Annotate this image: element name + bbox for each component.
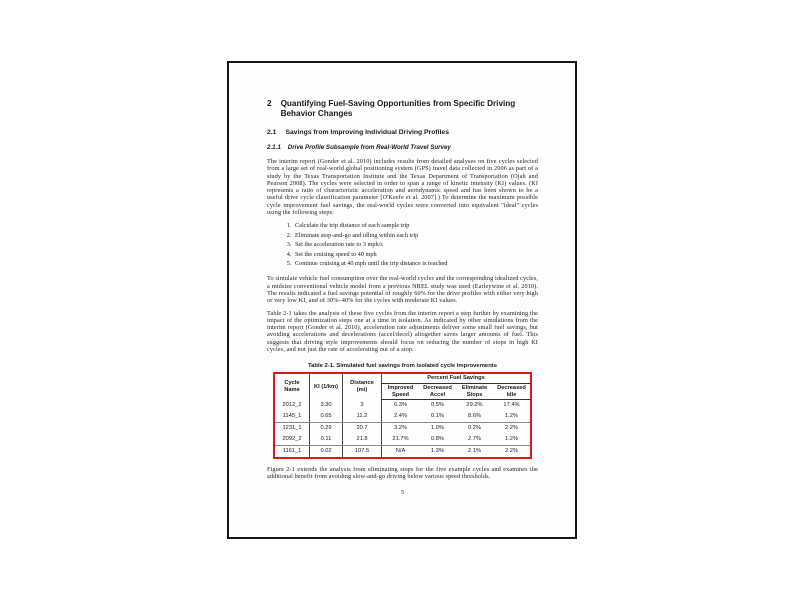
subsubsection-title: Drive Profile Subsample from Real-World … [287,144,451,151]
cell-cycle: 2092_2 [274,434,310,447]
cell-eliminate-stops: 29.2% [466,402,483,409]
ideal-cycle-steps-list: Calculate the trip distance of each samp… [267,221,538,268]
paragraph-simulation: To simulate vehicle fuel consumption ove… [267,275,538,305]
subsubsection-heading: 2.1.1 Drive Profile Subsample from Real-… [267,144,538,152]
paragraph-table-discussion: Table 2-1 takes the analysis of these fi… [267,309,538,354]
section-title: Quantifying Fuel-Saving Opportunities fr… [280,99,516,118]
list-item: Eliminate stop-and-go and idling within … [293,231,538,240]
cell-eliminate-stops: 2.1% [468,448,481,455]
cell-eliminate-stops: 8.6% [456,411,493,424]
col-header-ki: KI (1/km) [309,373,343,400]
table-header: Cycle Name KI (1/km) Distance (mi) Perce… [274,373,531,401]
list-item: Set the acceleration rate to 3 mph/s [293,240,538,249]
cell-distance: 11.2 [342,411,382,424]
cell-ki: 0.65 [309,411,343,424]
cell-cycle: 1161_1 [274,445,310,459]
cell-cycle: 1145_1 [274,411,310,424]
section-number: 2 [267,99,272,108]
cell-ki: 0.02 [309,445,343,459]
cell-improved-speed: 6.3% [394,402,407,409]
document-page: 2 Quantifying Fuel-Saving Opportunities … [227,61,577,539]
cell-decreased-accel: 1.3% [431,448,444,455]
col-header-eliminate-stops: Eliminate Stops [456,383,493,401]
cell-improved-speed: N/A [395,448,406,455]
paragraph-figure-reference: Figure 2-1 extends the analysis from eli… [267,466,538,481]
table-body: 2012_2 3.30 3 6.3% 0.5% 29.2% 17.4% 1145… [274,399,531,459]
table-caption: Table 2-1. Simulated fuel savings from i… [307,363,498,370]
cell-distance: 20.7 [342,422,382,435]
cell-cycle: 1231_1 [274,422,310,435]
col-header-decreased-idle: Decreased Idle [493,383,531,401]
table-row: 2092_2 0.11 21.8 21.7% 0.8% 2.7% 1.2% [274,434,531,447]
cell-improved-speed: 3.2% [394,425,407,432]
list-item: Continue cruising at 40 mph until the tr… [293,259,538,268]
col-header-distance: Distance (mi) [342,373,382,400]
table-row: 1231_1 0.29 20.7 3.2% 1.0% 0.2% 2.2% [274,422,531,435]
table-row: 2012_2 3.30 3 6.3% 0.5% 29.2% 17.4% [274,399,531,412]
page-number: 5 [401,489,404,496]
section-heading: 2 Quantifying Fuel-Saving Opportunities … [267,99,538,119]
cell-eliminate-stops: 0.2% [468,425,481,432]
cell-decreased-accel: 0.8% [419,434,456,447]
table-row: 1145_1 0.65 11.2 2.4% 0.1% 8.6% 1.2% [274,411,531,424]
cell-decreased-idle: 17.4% [503,402,520,409]
cell-cycle: 2012_2 [274,399,310,412]
cell-ki: 0.29 [309,422,343,435]
cell-improved-speed: 21.7% [381,434,419,447]
list-item: Set the cruising speed to 40 mph [293,250,538,259]
paragraph-intro: The interim report (Gonder et al. 2010) … [267,158,538,217]
cell-decreased-accel: 0.5% [431,402,444,409]
cell-ki: 3.30 [309,399,343,412]
cell-improved-speed: 2.4% [381,411,419,424]
cell-decreased-idle: 2.2% [505,425,518,432]
cell-decreased-idle: 2.2% [505,448,518,455]
cell-decreased-idle: 1.2% [493,434,531,447]
col-header-improved-speed: Improved Speed [381,383,419,401]
fuel-savings-table: Cycle Name KI (1/km) Distance (mi) Perce… [273,372,532,460]
cell-distance: 107.5 [342,445,382,459]
table-row: 1161_1 0.02 107.5 N/A 1.3% 2.1% 2.2% [274,445,531,459]
cell-decreased-accel: 0.1% [419,411,456,424]
subsection-heading: 2.1 Savings from Improving Individual Dr… [267,129,538,137]
cell-distance: 3 [342,399,382,412]
subsubsection-number: 2.1.1 [267,144,281,151]
subsection-title: Savings from Improving Individual Drivin… [285,129,449,136]
cell-distance: 21.8 [342,434,382,447]
cell-ki: 0.11 [309,434,343,447]
subsection-number: 2.1 [267,129,277,136]
col-header-cycle-name: Cycle Name [274,373,310,400]
cell-eliminate-stops: 2.7% [456,434,493,447]
list-item: Calculate the trip distance of each samp… [293,221,538,230]
cell-decreased-idle: 1.2% [493,411,531,424]
col-header-group-percent-fuel-savings: Percent Fuel Savings [381,373,531,384]
cell-decreased-accel: 1.0% [431,425,444,432]
col-header-decreased-accel: Decreased Accel [419,383,456,401]
